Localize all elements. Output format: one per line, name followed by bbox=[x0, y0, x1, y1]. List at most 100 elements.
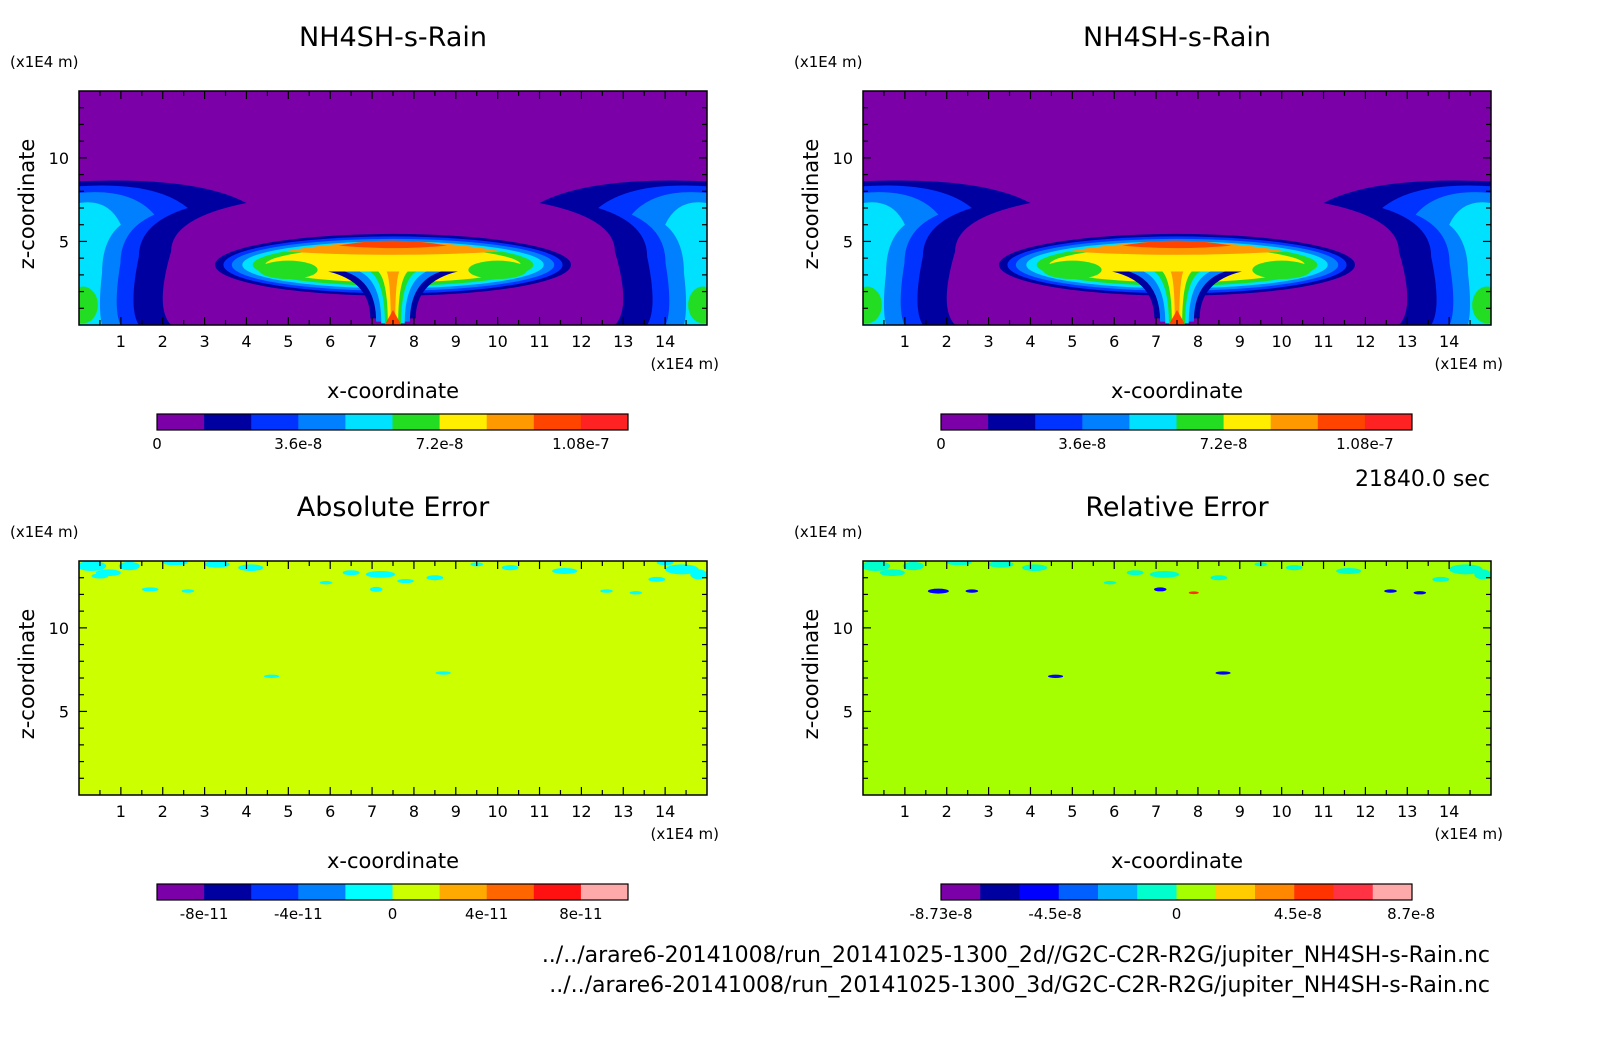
side-plume-core bbox=[79, 286, 98, 324]
x-unit-label: (x1E4 m) bbox=[650, 355, 719, 373]
error-spot bbox=[988, 561, 1014, 568]
colorbar-tick-label: 7.2e-8 bbox=[1200, 435, 1248, 453]
cap-contour bbox=[265, 247, 521, 283]
colorbar-segment bbox=[486, 414, 535, 430]
y-tick-label: 10 bbox=[833, 619, 853, 638]
error-spot bbox=[397, 579, 414, 584]
error-spot bbox=[879, 569, 905, 577]
colorbar-tick-label: -4.5e-8 bbox=[1028, 905, 1081, 923]
x-tick-label: 8 bbox=[1193, 332, 1203, 351]
colorbar-tick-label: 4e-11 bbox=[465, 905, 508, 923]
x-tick-label: 11 bbox=[529, 332, 549, 351]
x-unit-label: (x1E4 m) bbox=[1434, 825, 1503, 843]
colorbar: -8.73e-8 -4.5e-8 0 4.5e-8 8.7e-8 bbox=[910, 883, 1435, 923]
colorbar-segment bbox=[941, 414, 989, 430]
panel-3: Absolute Error (x1E4 m) (x1E4 m) x-coordina… bbox=[10, 492, 719, 923]
y-tick-label: 5 bbox=[843, 232, 853, 251]
y-tick-label: 5 bbox=[59, 702, 69, 721]
x-tick-label: 6 bbox=[1109, 802, 1119, 821]
error-spot bbox=[264, 674, 280, 678]
x-tick-label: 8 bbox=[409, 802, 419, 821]
colorbar-frame bbox=[940, 883, 1413, 901]
colorbar-segment bbox=[1215, 884, 1256, 900]
x-tick-label: 12 bbox=[1355, 332, 1375, 351]
x-tick-label: 1 bbox=[900, 332, 910, 351]
x-tick-label: 4 bbox=[1025, 802, 1035, 821]
colorbar-tick-label: -8.73e-8 bbox=[910, 905, 973, 923]
y-tick-label: 10 bbox=[49, 149, 69, 168]
y-tick-label: 10 bbox=[49, 619, 69, 638]
x-tick-label: 1 bbox=[116, 332, 126, 351]
error-spot bbox=[435, 671, 451, 675]
colorbar-segment bbox=[1176, 414, 1225, 430]
colorbar-segment bbox=[204, 414, 252, 430]
panel-4: Relative Error (x1E4 m) (x1E4 m) x-coordina… bbox=[794, 492, 1503, 923]
x-unit-label: (x1E4 m) bbox=[1434, 355, 1503, 373]
colorbar-segment bbox=[941, 884, 981, 900]
y-axis-label: z-coordinate bbox=[799, 139, 823, 270]
x-tick-label: 10 bbox=[1271, 332, 1291, 351]
chart-title: Absolute Error bbox=[297, 492, 490, 523]
colorbar-segment bbox=[298, 414, 346, 430]
x-axis-label: x-coordinate bbox=[1111, 849, 1243, 873]
stem-band bbox=[1170, 271, 1184, 325]
colorbar-segment bbox=[1176, 884, 1217, 900]
x-tick-label: 3 bbox=[200, 332, 210, 351]
x-tick-label: 14 bbox=[655, 802, 675, 821]
vortex-core bbox=[1252, 260, 1311, 280]
x-tick-label: 2 bbox=[942, 802, 952, 821]
x-tick-label: 8 bbox=[1193, 802, 1203, 821]
colorbar-tick-label: 3.6e-8 bbox=[1058, 435, 1106, 453]
contour-field bbox=[863, 561, 1491, 795]
colorbar-tick-label: 0 bbox=[152, 435, 162, 453]
x-tick-label: 12 bbox=[571, 332, 591, 351]
vortex-core bbox=[468, 260, 527, 280]
x-tick-label: 6 bbox=[325, 332, 335, 351]
x-tick-label: 5 bbox=[283, 332, 293, 351]
colorbar-segment bbox=[1019, 884, 1060, 900]
error-spot bbox=[1126, 570, 1144, 576]
x-tick-label: 4 bbox=[241, 332, 251, 351]
y-unit-label: (x1E4 m) bbox=[10, 523, 79, 541]
error-spot bbox=[665, 564, 699, 575]
x-tick-label: 9 bbox=[1235, 332, 1245, 351]
colorbar-frame bbox=[156, 883, 629, 901]
x-tick-label: 3 bbox=[200, 802, 210, 821]
cap-contour bbox=[1049, 247, 1305, 283]
colorbar-segment bbox=[157, 884, 205, 900]
colorbar-segment bbox=[298, 884, 346, 900]
y-axis-label: z-coordinate bbox=[799, 609, 823, 740]
y-tick-label: 10 bbox=[833, 149, 853, 168]
colorbar-segment bbox=[392, 414, 441, 430]
colorbar-segment bbox=[533, 414, 582, 430]
colorbar-segment bbox=[204, 884, 252, 900]
error-spot bbox=[1022, 564, 1048, 572]
x-tick-label: 14 bbox=[1439, 802, 1459, 821]
error-spot bbox=[552, 568, 578, 575]
chart-title: NH4SH-s-Rain bbox=[299, 22, 487, 53]
x-tick-label: 8 bbox=[409, 332, 419, 351]
error-spot bbox=[342, 570, 360, 576]
error-spot bbox=[369, 586, 383, 592]
x-tick-label: 11 bbox=[529, 802, 549, 821]
colorbar-segment bbox=[439, 884, 488, 900]
panel-1: NH4SH-s-Rain (x1E4 m) (x1E4 m) x-coordinate… bbox=[10, 22, 719, 453]
cap-top-core bbox=[338, 240, 448, 249]
y-tick-label: 5 bbox=[59, 232, 69, 251]
error-spot bbox=[1285, 565, 1303, 571]
stem-tip bbox=[384, 309, 402, 325]
x-tick-label: 9 bbox=[451, 332, 461, 351]
colorbar-segment bbox=[1082, 414, 1130, 430]
colorbar-segment bbox=[1129, 414, 1177, 430]
colorbar: 0 3.6e-8 7.2e-8 1.08e-7 bbox=[152, 413, 629, 453]
colorbar-segment bbox=[1255, 884, 1295, 900]
colorbar-segment bbox=[1270, 414, 1319, 430]
vortex-core bbox=[1043, 260, 1102, 280]
error-spot-negative bbox=[1048, 674, 1064, 678]
colorbar-tick-label: 0 bbox=[936, 435, 946, 453]
colorbar-segment bbox=[345, 884, 393, 900]
error-spot bbox=[162, 561, 188, 566]
y-unit-label: (x1E4 m) bbox=[794, 523, 863, 541]
error-spot bbox=[181, 589, 195, 593]
x-tick-label: 7 bbox=[367, 332, 377, 351]
